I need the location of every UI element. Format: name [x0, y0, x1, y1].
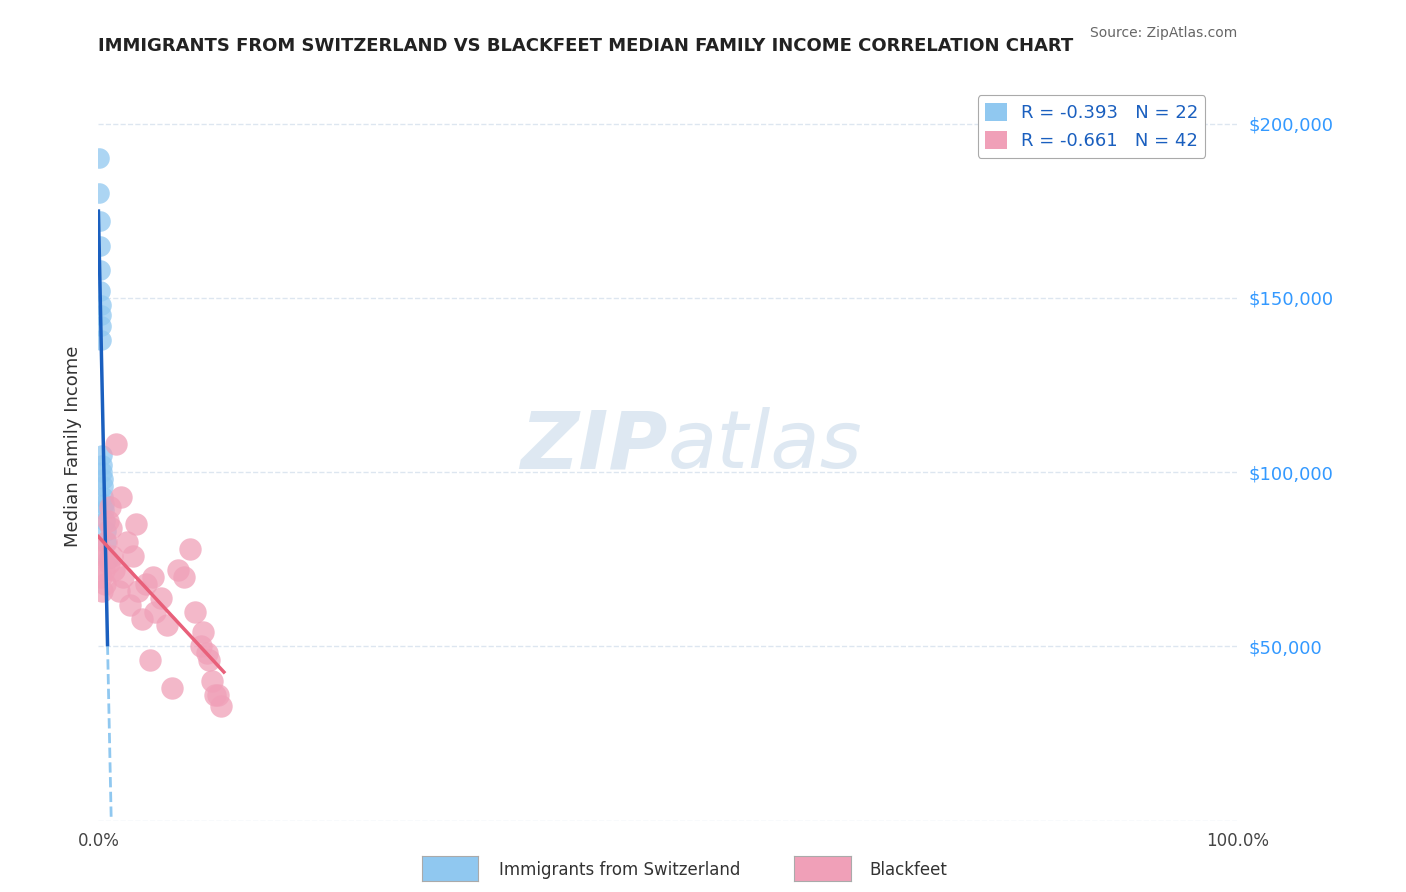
Point: [91, 490, 114, 504]
Point: [94, 514, 117, 528]
Legend: R = -0.393   N = 22, R = -0.661   N = 42: R = -0.393 N = 22, R = -0.661 N = 42: [977, 95, 1205, 158]
Point: [108, 583, 131, 598]
Point: [101, 549, 124, 563]
Text: Source: ZipAtlas.com: Source: ZipAtlas.com: [1090, 27, 1237, 40]
Point: [162, 681, 184, 696]
Text: ZIP: ZIP: [520, 407, 668, 485]
Point: [97, 556, 120, 570]
Point: [96, 534, 118, 549]
Point: [204, 688, 226, 702]
Point: [89, 186, 111, 201]
Point: [96, 524, 118, 539]
Point: [90, 583, 112, 598]
Point: [131, 611, 153, 625]
Point: [110, 490, 132, 504]
Point: [90, 308, 112, 322]
Point: [96, 552, 118, 566]
Point: [91, 472, 114, 486]
Point: [167, 563, 190, 577]
Point: [150, 591, 173, 605]
Point: [90, 333, 112, 347]
Y-axis label: Median Family Income: Median Family Income: [63, 345, 82, 547]
Point: [193, 625, 215, 640]
Point: [209, 698, 232, 713]
Point: [207, 688, 229, 702]
Point: [190, 640, 212, 654]
Text: Immigrants from Switzerland: Immigrants from Switzerland: [499, 861, 741, 879]
Point: [94, 576, 117, 591]
Point: [100, 521, 122, 535]
Point: [120, 598, 142, 612]
Point: [127, 583, 149, 598]
Text: atlas: atlas: [668, 407, 863, 485]
Point: [96, 514, 118, 528]
Point: [89, 238, 111, 252]
Point: [89, 214, 111, 228]
Point: [121, 549, 143, 563]
Point: [89, 541, 111, 556]
Point: [195, 646, 218, 660]
Point: [179, 541, 201, 556]
Point: [90, 298, 112, 312]
Text: Blackfeet: Blackfeet: [869, 861, 946, 879]
Point: [142, 570, 165, 584]
Point: [198, 653, 221, 667]
Point: [91, 479, 114, 493]
Point: [89, 263, 111, 277]
Text: IMMIGRANTS FROM SWITZERLAND VS BLACKFEET MEDIAN FAMILY INCOME CORRELATION CHART: IMMIGRANTS FROM SWITZERLAND VS BLACKFEET…: [98, 37, 1074, 54]
Point: [112, 570, 135, 584]
Point: [201, 674, 224, 689]
Point: [93, 496, 115, 510]
Point: [125, 517, 148, 532]
Point: [89, 152, 111, 166]
Point: [135, 576, 157, 591]
Point: [91, 549, 114, 563]
Point: [103, 563, 125, 577]
Point: [96, 534, 118, 549]
Point: [90, 570, 112, 584]
Point: [93, 563, 115, 577]
Point: [115, 534, 138, 549]
Point: [98, 500, 121, 514]
Point: [90, 448, 112, 462]
Point: [184, 605, 207, 619]
Point: [90, 318, 112, 333]
Point: [90, 458, 112, 472]
Point: [173, 570, 195, 584]
Point: [145, 605, 167, 619]
Point: [91, 465, 114, 479]
Point: [93, 503, 115, 517]
Point: [89, 284, 111, 298]
Point: [156, 618, 179, 632]
Point: [104, 437, 127, 451]
Point: [138, 653, 160, 667]
